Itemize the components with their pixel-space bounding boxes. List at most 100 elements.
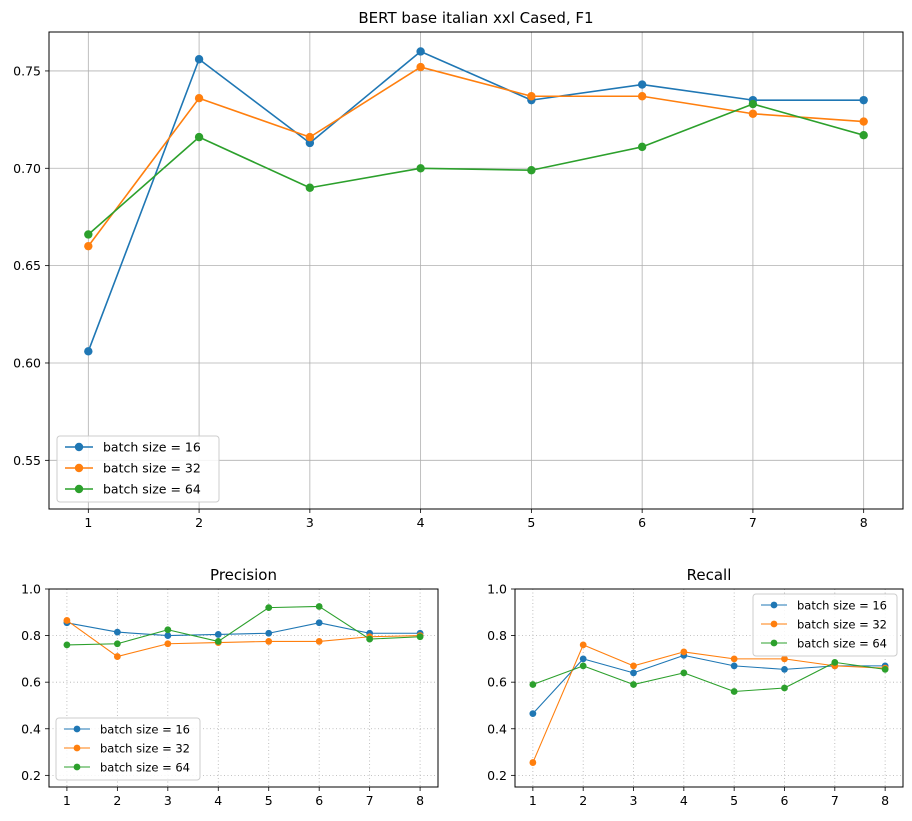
- x-tick-label: 7: [366, 793, 374, 808]
- f1-chart-title: BERT base italian xxl Cased, F1: [358, 9, 593, 27]
- data-point: [630, 669, 637, 677]
- data-point: [265, 604, 273, 612]
- data-point: [579, 655, 587, 663]
- legend-label: batch size = 64: [100, 761, 190, 775]
- series-line: [532, 644, 886, 763]
- data-point: [748, 99, 758, 109]
- y-tick-label: 1.0: [487, 582, 507, 597]
- y-tick-label: 0.4: [487, 721, 507, 736]
- data-point: [366, 635, 374, 643]
- data-point: [84, 347, 93, 356]
- series-line: [66, 619, 421, 658]
- data-point: [781, 665, 788, 673]
- series-line: [66, 605, 421, 646]
- x-tick-label: 4: [417, 515, 425, 530]
- data-point: [63, 617, 71, 624]
- data-point: [416, 47, 425, 56]
- data-point: [630, 681, 637, 688]
- data-point: [305, 132, 315, 142]
- data-point: [113, 628, 121, 636]
- data-point: [527, 166, 536, 175]
- x-tick-label: 3: [306, 515, 314, 530]
- data-point: [859, 117, 868, 126]
- x-tick-label: 4: [214, 793, 222, 808]
- y-tick-label: 1.0: [21, 582, 41, 597]
- legend-box: [752, 593, 898, 657]
- x-tick-label: 5: [265, 793, 273, 808]
- legend-label: batch size = 32: [797, 618, 887, 632]
- data-point: [579, 662, 587, 670]
- data-point: [637, 92, 647, 101]
- legend-marker: [770, 639, 778, 647]
- legend-label: batch size = 64: [797, 637, 887, 651]
- y-tick-label: 0.2: [21, 768, 41, 783]
- x-tick-label: 7: [831, 793, 839, 808]
- data-point: [315, 638, 323, 645]
- y-tick-label: 0.6: [21, 675, 41, 690]
- data-point: [831, 658, 839, 666]
- recall-legend: batch size = 16 batch size = 32 batch size…: [752, 593, 898, 657]
- legend-label: batch size = 32: [100, 742, 190, 756]
- y-tick-label: 0.55: [13, 453, 41, 468]
- data-point: [859, 95, 868, 105]
- legend-marker: [74, 463, 84, 473]
- x-tick-label: 5: [527, 515, 535, 530]
- data-point: [781, 684, 788, 692]
- data-point: [214, 638, 222, 645]
- data-point: [416, 164, 425, 173]
- series-line: [532, 661, 886, 693]
- y-tick-label: 0.8: [21, 628, 41, 643]
- data-point: [637, 80, 647, 89]
- precision-legend: batch size = 16 batch size = 32 batch size…: [55, 717, 201, 781]
- legend-box: [55, 717, 201, 781]
- x-tick-label: 6: [315, 793, 323, 808]
- y-tick-label: 0.8: [487, 628, 507, 643]
- series-line: [87, 50, 864, 352]
- legend-box: [56, 435, 220, 503]
- series-line: [66, 622, 421, 637]
- data-point: [164, 632, 172, 639]
- x-tick-label: 8: [416, 793, 424, 808]
- data-point: [730, 688, 738, 695]
- y-tick-label: 0.60: [13, 355, 41, 370]
- x-tick-label: 6: [638, 515, 646, 530]
- data-point: [529, 681, 537, 688]
- legend-marker: [74, 484, 84, 494]
- data-point: [630, 662, 637, 670]
- y-tick-label: 0.6: [487, 675, 507, 690]
- x-tick-label: 2: [579, 793, 587, 808]
- data-point: [113, 640, 121, 648]
- data-point: [194, 132, 204, 142]
- data-point: [315, 603, 323, 610]
- data-point: [164, 640, 172, 648]
- data-point: [881, 665, 889, 673]
- x-tick-label: 2: [195, 515, 203, 530]
- data-point: [730, 662, 738, 670]
- legend-marker: [770, 601, 778, 609]
- y-tick-label: 0.70: [13, 161, 41, 176]
- x-tick-label: 8: [881, 793, 889, 808]
- data-point: [859, 130, 868, 140]
- data-point: [748, 109, 758, 118]
- data-point: [265, 629, 273, 637]
- x-tick-label: 3: [164, 793, 172, 808]
- f1-legend: batch size = 16 batch size = 32 batch size…: [56, 435, 220, 503]
- y-tick-label: 0.75: [13, 63, 41, 78]
- data-point: [84, 230, 93, 239]
- data-point: [214, 631, 222, 638]
- x-tick-label: 3: [630, 793, 638, 808]
- recall-chart: 1 2 3 4 5 6 7 8 0.2 0.4 0.6 0.8 1.0 Recall batch si…: [487, 566, 904, 808]
- data-point: [63, 641, 71, 649]
- recall-chart-title: Recall: [687, 566, 732, 584]
- x-tick-label: 8: [860, 515, 868, 530]
- data-point: [84, 241, 93, 251]
- x-tick-label: 4: [680, 793, 688, 808]
- precision-chart: 1 2 3 4 5 6 7 8 0.2 0.4 0.6 0.8 1.0 Precision batch…: [21, 566, 439, 808]
- legend-label: batch size = 64: [103, 482, 201, 497]
- legend-marker: [770, 620, 778, 628]
- x-tick-label: 1: [529, 793, 537, 808]
- series-line: [87, 103, 864, 236]
- legend-marker: [73, 763, 81, 771]
- legend-label: batch size = 16: [100, 723, 190, 737]
- x-tick-label: 5: [730, 793, 738, 808]
